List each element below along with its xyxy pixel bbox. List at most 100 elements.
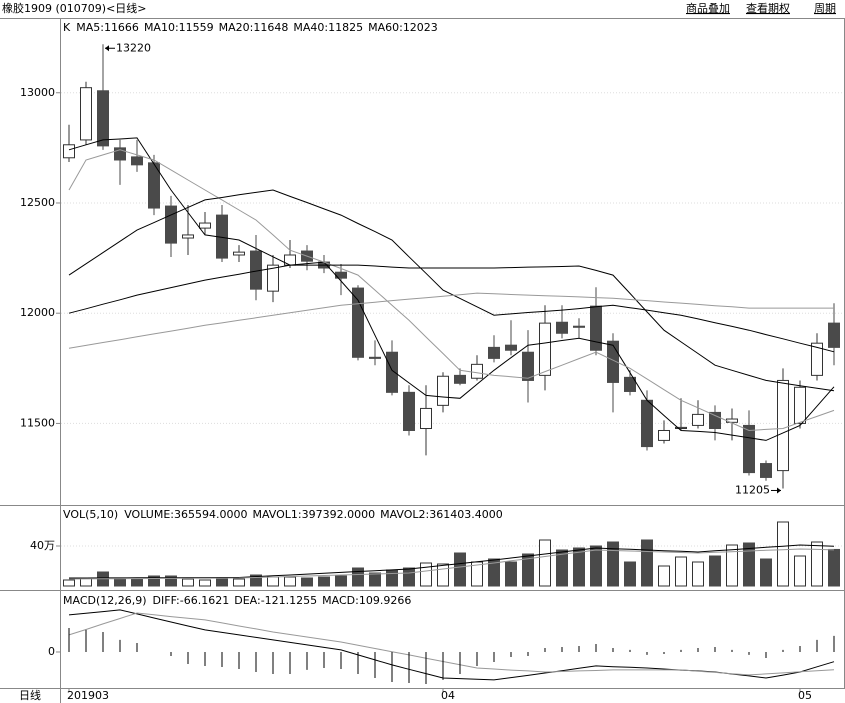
legend-entry: DIFF:-66.1621 [153,594,230,607]
volume-bar [573,547,585,587]
candle-body [624,376,636,392]
candle-body [573,325,585,328]
ma-line [68,189,835,353]
candle-body [658,429,670,441]
ma-line [68,292,834,349]
candle-body [454,374,466,384]
volume-bar [760,558,772,587]
panel-title: MACD(12,26,9) [63,594,147,607]
candle-body [760,463,772,478]
candle-body [420,407,432,430]
volume-bar [301,577,313,587]
volume-bar [777,521,789,587]
candle-body [522,351,534,381]
candle-body [233,251,245,256]
volume-bar [386,569,398,587]
candle-body [403,391,415,431]
legend-entry: DEA:-121.1255 [234,594,317,607]
annotation-arrowhead [105,45,109,52]
volume-bar [709,555,721,587]
legend-entry: MA40:11825 [293,21,363,34]
min-annotation: 11205 [735,483,770,496]
candle-body [675,426,687,430]
legend-entry: MA5:11666 [76,21,139,34]
candle-body [165,205,177,244]
candle-body [114,147,126,161]
legend-entry: MA20:11648 [219,21,289,34]
period-button[interactable]: 周期 [814,2,836,15]
candle-body [607,340,619,383]
candle-body [267,264,279,292]
volume-bar [437,563,449,587]
overlay-button[interactable]: 商品叠加 [686,1,730,15]
volume-bar [182,578,194,587]
y-tick-label: 12000 [20,306,55,319]
volume-bar [318,576,330,587]
volume-bar [403,567,415,587]
y-tick-label: 13000 [20,86,55,99]
volume-bar [556,549,568,587]
volume-bar [284,576,296,587]
candle-body [437,375,449,406]
volume-bar [216,578,228,587]
volume-bar [675,556,687,587]
candle-body [777,379,789,472]
volume-bar [522,553,534,587]
candle-body [80,87,92,141]
volume-bar [369,572,381,587]
volume-bar [505,561,517,587]
ma-line [68,137,835,441]
candle-body [488,346,500,359]
candle-body [709,411,721,430]
volume-bar [352,567,364,587]
legend-entry: VOLUME:365594.0000 [124,508,247,521]
y-tick-label: 11500 [20,416,55,429]
candle-body [97,90,109,147]
candle-body [386,351,398,393]
candle-body [811,342,823,376]
volume-bar [454,552,466,587]
candle-body [63,144,75,159]
y-tick-label: 12500 [20,196,55,209]
volume-bar [828,548,840,587]
candle-body [590,305,602,351]
volume-bar [335,575,347,587]
volume-bar [658,565,670,587]
volume-bar [233,578,245,587]
ma-line [68,612,835,676]
volume-bar [607,541,619,587]
candle-body [471,363,483,379]
candle-body [369,356,381,359]
volume-bar [420,562,432,587]
legend-entry: MAVOL2:361403.4000 [380,508,503,521]
volume-bar [63,579,75,587]
volume-bar [165,575,177,587]
volume-bar [148,575,160,587]
volume-bar [726,544,738,587]
volume-bar [199,579,211,587]
annotation-arrowhead [777,487,781,494]
volume-bar [794,555,806,587]
y-tick-label: 40万 [30,539,55,552]
candle-body [641,399,653,448]
candle-body [794,386,806,424]
candle-body [148,162,160,209]
y-tick-label: 0 [48,645,55,658]
candle-body [743,424,755,474]
options-button[interactable]: 查看期权 [746,1,790,15]
candle-body [828,322,840,348]
candle-body [182,234,194,239]
legend-entry: MA10:11559 [144,21,214,34]
volume-bar [250,574,262,587]
candle-body [692,413,704,426]
candle-body [352,287,364,358]
legend-entry: MAVOL1:397392.0000 [252,508,375,521]
x-tick-label: 04 [441,689,455,702]
candle-body [199,222,211,229]
panel-title: K [63,21,71,34]
legend-entry: MACD:109.9266 [322,594,411,607]
volume-bar [488,558,500,587]
ma-line [68,149,835,432]
